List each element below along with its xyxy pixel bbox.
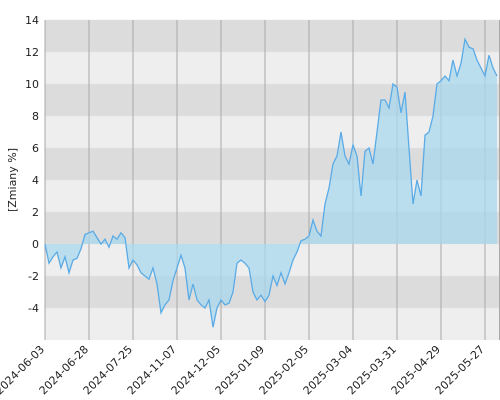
line [44, 37, 498, 328]
y-tick-label: 4 [32, 174, 39, 187]
y-tick-label: -2 [28, 270, 39, 283]
area [45, 39, 497, 328]
y-axis-label: [Zmiany %] [6, 148, 19, 212]
y-tick-label: 10 [25, 78, 39, 91]
background-band [45, 52, 500, 84]
background-band [45, 308, 500, 340]
background-band [45, 20, 500, 52]
background-band [45, 84, 500, 116]
y-tick-label: 8 [32, 110, 39, 123]
y-tick-label: 0 [32, 238, 39, 251]
y-tick-label: 2 [32, 206, 39, 219]
y-tick-label: 6 [32, 142, 39, 155]
y-tick-label: 12 [25, 46, 39, 59]
y-tick-label: 14 [25, 14, 39, 27]
y-tick-label: -4 [28, 302, 39, 315]
